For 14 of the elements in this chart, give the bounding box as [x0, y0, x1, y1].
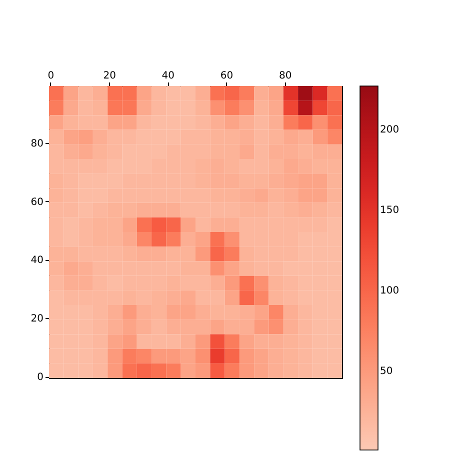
color-bar-label: 100: [380, 286, 400, 297]
x-tick-label: 60: [220, 70, 234, 82]
x-tick-label: 20: [103, 70, 116, 82]
y-tick-label: 40: [30, 255, 44, 266]
color-bar-label: 150: [380, 205, 400, 216]
x-tick-label: 80: [279, 70, 292, 82]
x-tick-label: 40: [162, 70, 175, 82]
color-bar-label: 200: [380, 124, 400, 136]
y-tick-label: 20: [30, 314, 44, 325]
y-tick-label: 0: [37, 372, 44, 384]
color-bar-label: 50: [380, 366, 393, 378]
y-tick-label: 60: [30, 196, 44, 208]
y-tick-label: 80: [30, 138, 44, 150]
x-tick-label: 0: [48, 70, 54, 82]
